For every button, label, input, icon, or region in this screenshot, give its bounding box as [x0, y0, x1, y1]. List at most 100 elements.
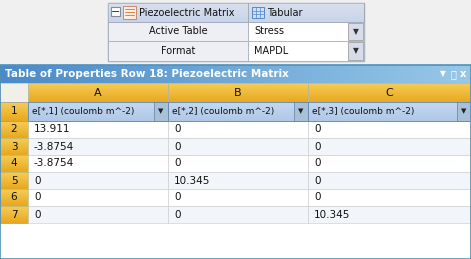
Text: A: A: [94, 88, 102, 97]
Bar: [271, 65, 272, 83]
Bar: [37, 65, 38, 83]
Bar: [55, 65, 56, 83]
Text: 0: 0: [34, 210, 41, 219]
Bar: [361, 65, 362, 83]
Bar: [168, 121, 308, 138]
Bar: [258, 65, 259, 83]
Bar: [189, 65, 190, 83]
Bar: [167, 65, 168, 83]
Bar: [186, 65, 187, 83]
Bar: [56, 65, 57, 83]
Bar: [0, 141, 28, 142]
Bar: [103, 65, 104, 83]
Bar: [308, 85, 471, 87]
Bar: [221, 65, 222, 83]
Bar: [308, 118, 471, 119]
Text: Format: Format: [161, 46, 195, 56]
Bar: [382, 65, 383, 83]
Bar: [308, 98, 471, 99]
Bar: [308, 95, 471, 97]
Bar: [286, 65, 287, 83]
Bar: [0, 157, 28, 159]
Bar: [252, 7, 264, 18]
Bar: [0, 70, 471, 71]
Bar: [0, 74, 471, 75]
Bar: [0, 183, 28, 184]
Bar: [430, 65, 431, 83]
Bar: [0, 204, 28, 205]
Bar: [87, 65, 88, 83]
Text: 7: 7: [11, 210, 17, 219]
Bar: [288, 65, 289, 83]
Bar: [0, 78, 471, 79]
Bar: [0, 198, 28, 199]
Bar: [393, 65, 394, 83]
Bar: [0, 149, 28, 150]
Bar: [460, 65, 461, 83]
Bar: [78, 65, 79, 83]
Bar: [420, 65, 421, 83]
Bar: [256, 65, 257, 83]
Bar: [330, 65, 331, 83]
Bar: [0, 134, 28, 135]
Bar: [28, 97, 168, 98]
Bar: [308, 113, 471, 114]
Bar: [130, 65, 131, 83]
Bar: [302, 65, 303, 83]
Bar: [0, 143, 28, 145]
Bar: [168, 83, 308, 84]
Bar: [308, 100, 471, 102]
Bar: [184, 65, 185, 83]
Bar: [467, 65, 468, 83]
Bar: [42, 65, 43, 83]
Bar: [268, 65, 269, 83]
Bar: [0, 67, 471, 68]
Bar: [0, 195, 28, 197]
Bar: [0, 187, 28, 189]
Bar: [114, 65, 115, 83]
Bar: [28, 98, 168, 99]
Bar: [187, 65, 188, 83]
Bar: [344, 65, 345, 83]
Bar: [168, 118, 308, 119]
Bar: [432, 65, 433, 83]
Bar: [248, 9, 364, 11]
Bar: [280, 65, 281, 83]
Bar: [0, 68, 471, 69]
Bar: [178, 65, 179, 83]
Bar: [108, 10, 248, 11]
Bar: [308, 84, 471, 85]
Bar: [171, 65, 172, 83]
Bar: [0, 115, 28, 117]
Bar: [146, 65, 147, 83]
Bar: [241, 65, 242, 83]
Bar: [0, 210, 28, 212]
Bar: [414, 65, 415, 83]
Bar: [99, 65, 100, 83]
Bar: [25, 65, 26, 83]
Bar: [457, 65, 458, 83]
Bar: [308, 87, 471, 89]
Bar: [226, 65, 227, 83]
Text: ▼: ▼: [461, 109, 467, 114]
Bar: [245, 65, 246, 83]
Bar: [385, 65, 386, 83]
Bar: [0, 131, 28, 133]
Bar: [308, 83, 471, 102]
Bar: [427, 65, 428, 83]
Bar: [44, 65, 45, 83]
Bar: [379, 65, 380, 83]
Bar: [28, 83, 168, 84]
Bar: [0, 133, 28, 134]
Bar: [100, 65, 101, 83]
Bar: [452, 65, 453, 83]
Bar: [75, 65, 76, 83]
Bar: [120, 65, 121, 83]
Bar: [308, 107, 471, 109]
Bar: [237, 65, 238, 83]
Bar: [439, 65, 440, 83]
Bar: [331, 65, 332, 83]
Bar: [319, 65, 320, 83]
Bar: [310, 65, 311, 83]
Bar: [26, 65, 27, 83]
